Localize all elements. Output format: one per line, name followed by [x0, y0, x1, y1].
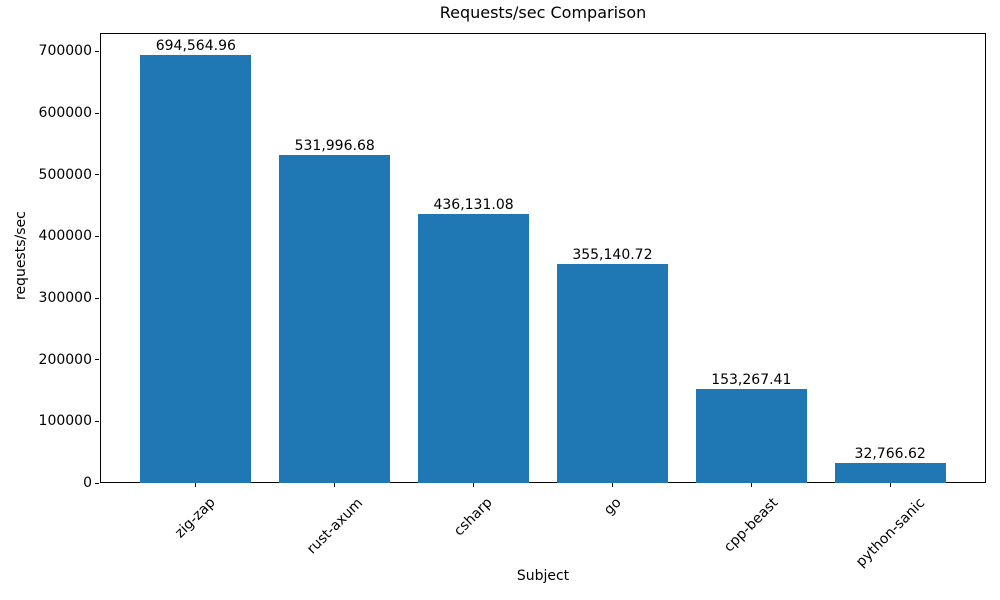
y-tick-mark	[95, 420, 99, 422]
y-tick-label: 300000	[38, 290, 92, 307]
x-tick-mark	[750, 483, 752, 487]
bar-value-label: 32,766.62	[854, 445, 926, 462]
bar-csharp	[418, 214, 530, 483]
bar-value-label: 153,267.41	[711, 371, 792, 388]
y-tick-mark	[95, 359, 99, 361]
y-tick-label: 600000	[38, 105, 92, 122]
x-tick-mark	[195, 483, 197, 487]
x-tick-label: rust-axum	[303, 495, 366, 558]
y-tick-label: 500000	[38, 166, 92, 183]
bar-value-label: 694,564.96	[155, 37, 236, 54]
x-tick-label: cpp-beast	[721, 494, 782, 556]
bar-go	[556, 264, 668, 483]
y-tick-mark	[95, 235, 99, 237]
y-tick-mark	[95, 482, 99, 484]
bar-cpp-beast	[695, 388, 807, 483]
y-tick-mark	[95, 50, 99, 52]
bar-value-label: 436,131.08	[433, 197, 514, 214]
bar-zig-zap	[140, 54, 252, 483]
x-tick-mark	[611, 483, 613, 487]
x-tick-mark	[334, 483, 336, 487]
x-axis-title: Subject	[516, 568, 570, 584]
x-tick-label: zig-zap	[172, 494, 220, 542]
x-tick-mark	[889, 483, 891, 487]
x-tick-label: csharp	[451, 494, 496, 540]
y-tick-label: 400000	[38, 228, 92, 245]
x-tick-mark	[473, 483, 475, 487]
y-tick-mark	[95, 112, 99, 114]
bar-rust-axum	[279, 155, 391, 483]
bar-python-sanic	[834, 462, 946, 483]
bar-value-label: 531,996.68	[294, 138, 375, 155]
y-tick-label: 100000	[38, 413, 92, 430]
y-axis-title: requests/sec	[12, 210, 29, 300]
y-tick-mark	[95, 297, 99, 299]
x-tick-label: python-sanic	[852, 494, 928, 570]
y-tick-label: 0	[83, 475, 92, 491]
y-tick-label: 700000	[38, 43, 92, 60]
plot-area: 0 100000 200000 300000 400000 500000 600000 700…	[39, 33, 986, 570]
chart-title: Requests/sec Comparison	[439, 3, 647, 22]
y-tick-mark	[95, 174, 99, 176]
y-tick-label: 200000	[38, 351, 92, 368]
bar-value-label: 355,140.72	[572, 247, 653, 264]
x-tick-label: go	[600, 494, 625, 519]
